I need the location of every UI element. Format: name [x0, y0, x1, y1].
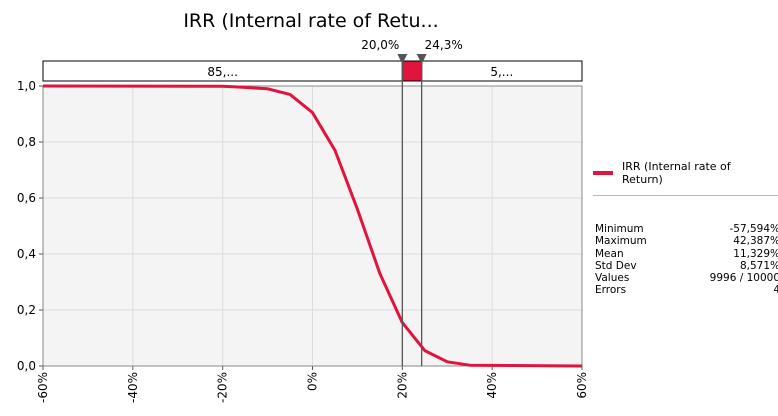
- stat-value: 4: [773, 284, 778, 297]
- legend-swatch: [593, 171, 613, 175]
- legend-label: IRR (Internal rate of Return): [622, 160, 731, 186]
- chart-title: IRR (Internal rate of Retu...: [183, 10, 438, 32]
- stat-name: Minimum: [595, 223, 644, 235]
- stats-row: Minimum -57,594%: [595, 223, 778, 235]
- y-tick-label: 0,4: [17, 247, 36, 261]
- stat-name: Std Dev: [595, 259, 637, 272]
- x-tick-label: 40%: [485, 372, 499, 399]
- y-tick-label: 0,8: [17, 135, 36, 149]
- stat-name: Mean: [595, 247, 624, 260]
- stat-value: -57,594%: [729, 223, 778, 235]
- x-tick-label: 60%: [575, 372, 589, 399]
- stats-row: Mean 11,329%: [595, 248, 778, 260]
- y-tick-label: 0,6: [17, 191, 36, 205]
- stat-value: 42,387%: [733, 235, 778, 248]
- stat-name: Errors: [595, 284, 627, 297]
- stats-row: Maximum 42,387%: [595, 235, 778, 247]
- legend-separator: [593, 195, 778, 196]
- band-left-label: 85,...: [207, 65, 238, 79]
- x-tick-label: 20%: [395, 372, 409, 399]
- x-tick-label: -40%: [126, 372, 140, 403]
- stats-row: Values 9996 / 10000: [595, 272, 778, 284]
- stat-name: Maximum: [595, 235, 647, 248]
- stat-value: 11,329%: [733, 247, 778, 260]
- stats-row: Std Dev 8,571%: [595, 260, 778, 272]
- x-tick-label: -20%: [216, 372, 230, 403]
- delimiter-label: 24,3%: [425, 38, 463, 52]
- y-tick-label: 1,0: [17, 79, 36, 93]
- band-right-label: 5,...: [490, 65, 513, 79]
- delimiter-label: 20,0%: [361, 38, 399, 52]
- y-tick-label: 0,2: [17, 303, 36, 317]
- delimiter-handle: [416, 54, 427, 64]
- band-middle: [401, 60, 423, 82]
- x-tick-label: 0%: [306, 372, 320, 391]
- plot-frame: [42, 85, 583, 367]
- stat-value: 9996 / 10000: [709, 272, 778, 285]
- delimiter-handle: [397, 54, 408, 64]
- stats-row: Errors 4: [595, 284, 778, 296]
- y-tick-label: 0,0: [17, 359, 36, 373]
- cumulative-line: [42, 84, 583, 368]
- stat-name: Values: [595, 272, 630, 285]
- stat-value: 8,571%: [739, 259, 778, 272]
- stats-table: Minimum -57,594% Maximum 42,387% Mean 11,329%…: [595, 223, 778, 297]
- x-tick-label: -60%: [36, 372, 50, 403]
